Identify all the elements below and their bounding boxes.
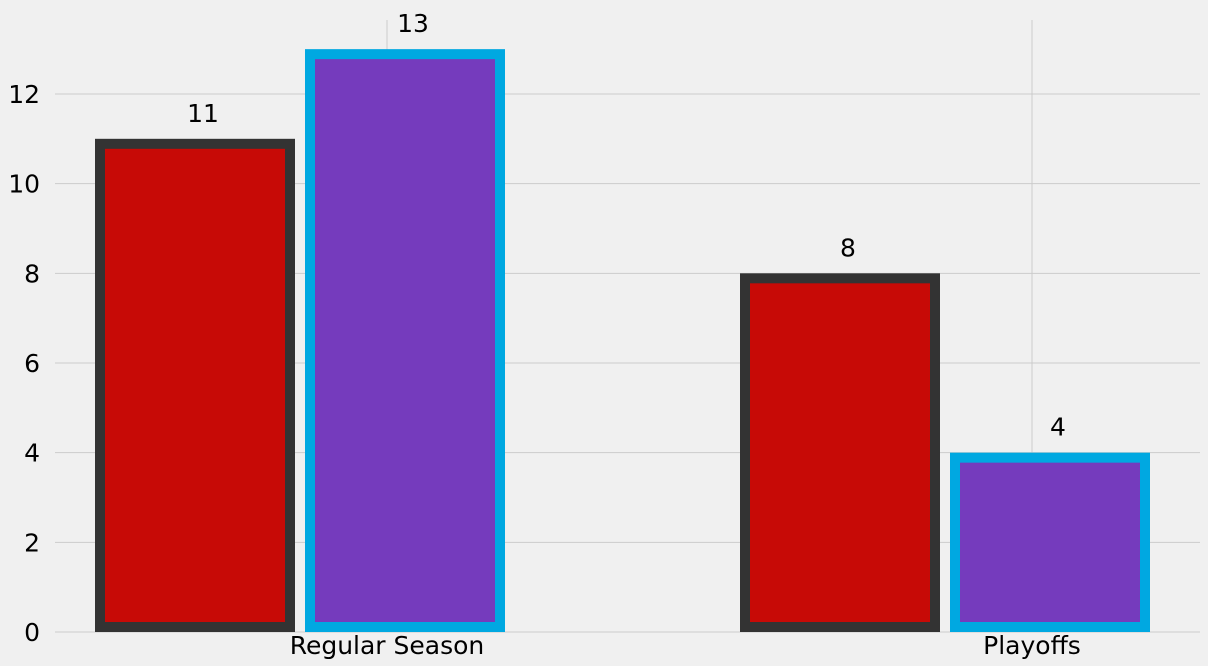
y-tick-label: 12 [8, 80, 40, 109]
bar-value-label: 13 [397, 9, 429, 38]
y-tick-label: 2 [24, 528, 40, 557]
x-axis-ticks: Regular Season Playoffs [290, 631, 1081, 660]
bar-value-label: 11 [187, 99, 219, 128]
y-tick-label: 4 [24, 439, 40, 468]
bar [740, 273, 940, 632]
bar-value-label: 4 [1050, 413, 1066, 442]
y-tick-label: 10 [8, 170, 40, 199]
y-axis-ticks: 0 2 4 6 8 10 12 [8, 80, 40, 647]
y-tick-label: 6 [24, 349, 40, 378]
x-tick-label: Playoffs [983, 631, 1081, 660]
y-tick-label: 0 [24, 618, 40, 647]
bar [305, 49, 505, 632]
x-tick-label: Regular Season [290, 631, 485, 660]
bar [95, 138, 295, 632]
y-tick-label: 8 [24, 259, 40, 288]
bars [95, 49, 1150, 632]
data-labels: 11 13 8 4 [187, 9, 1066, 442]
bar-value-label: 8 [840, 233, 856, 262]
bar [950, 452, 1150, 632]
